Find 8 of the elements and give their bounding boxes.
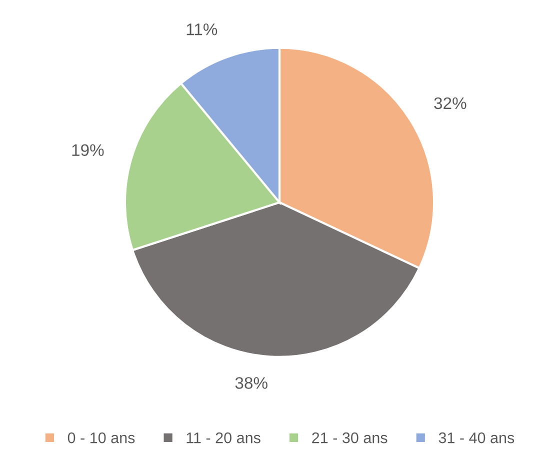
- data-label: 38%: [235, 377, 268, 389]
- data-label: 32%: [434, 97, 466, 110]
- legend-label: 0 - 10 ans: [68, 432, 135, 444]
- data-label: 11%: [186, 24, 218, 36]
- legend-label: 11 - 20 ans: [186, 432, 260, 444]
- legend-label: 31 - 40 ans: [438, 432, 514, 444]
- legend-label: 21 - 30 ans: [312, 432, 388, 444]
- data-label: 19%: [72, 144, 104, 156]
